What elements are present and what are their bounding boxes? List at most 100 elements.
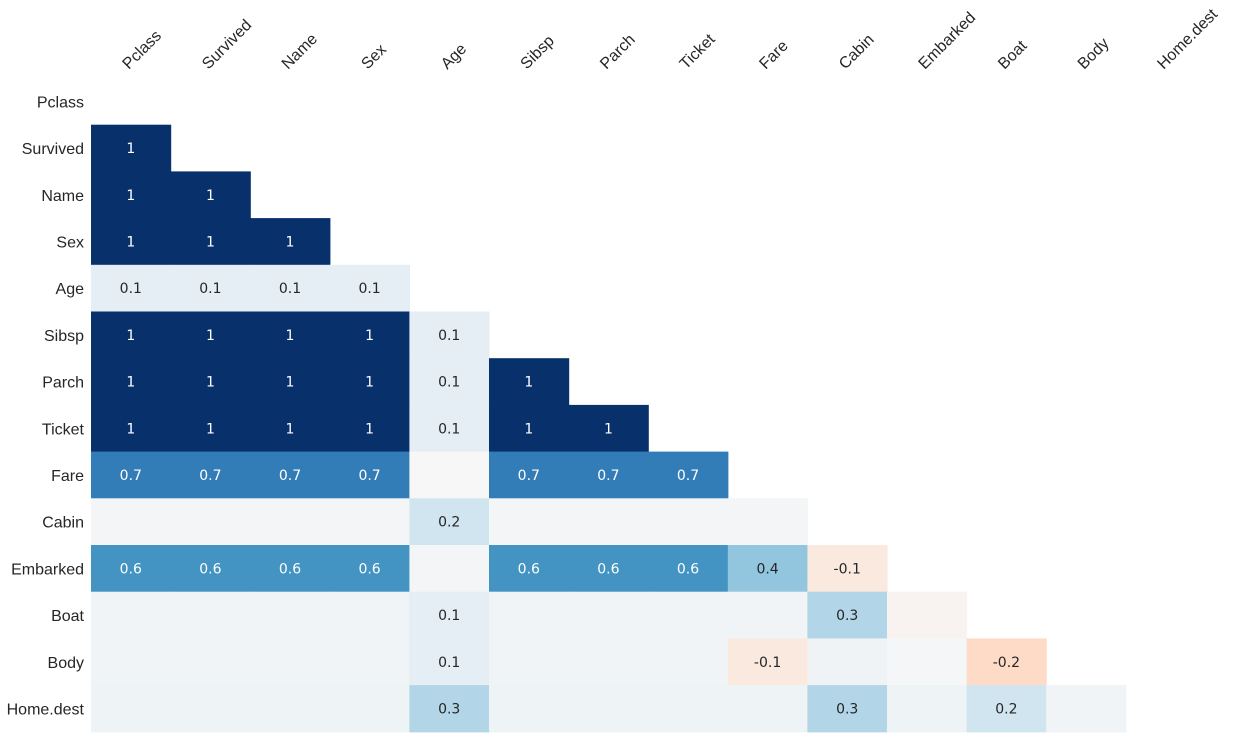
row-label: Name bbox=[41, 188, 84, 205]
column-label: Parch bbox=[597, 31, 639, 73]
heatmap-cell bbox=[489, 404, 570, 453]
heatmap-cells bbox=[91, 124, 1127, 733]
heatmap-cell bbox=[489, 451, 570, 499]
heatmap-cell bbox=[250, 311, 331, 359]
row-label: Pclass bbox=[37, 94, 84, 111]
cell-value-label: 1 bbox=[126, 234, 135, 250]
heatmap-cell bbox=[648, 545, 729, 593]
heatmap-cell bbox=[887, 685, 968, 733]
row-label: Age bbox=[56, 281, 85, 298]
heatmap-cell bbox=[91, 545, 172, 593]
column-label: Sex bbox=[358, 41, 390, 73]
heatmap-cell bbox=[568, 591, 649, 639]
heatmap-cell bbox=[409, 451, 490, 499]
column-label: Ticket bbox=[677, 31, 719, 73]
cell-value-label: 0.6 bbox=[120, 561, 142, 577]
heatmap-cell bbox=[329, 311, 410, 359]
heatmap-cell bbox=[409, 311, 490, 359]
cell-value-label: -0.1 bbox=[834, 561, 861, 577]
cell-value-label: 0.1 bbox=[438, 328, 460, 344]
heatmap-cell bbox=[250, 638, 331, 686]
heatmap-cell bbox=[170, 451, 251, 499]
column-label: Age bbox=[438, 41, 470, 73]
cell-value-label: 0.7 bbox=[199, 468, 221, 484]
heatmap-cell bbox=[250, 498, 331, 546]
heatmap-cell bbox=[329, 638, 410, 686]
row-label: Body bbox=[48, 655, 84, 672]
cell-value-label: 1 bbox=[126, 188, 135, 204]
heatmap-cell bbox=[329, 404, 410, 453]
column-label: Boat bbox=[995, 37, 1031, 73]
cell-value-label: 0.6 bbox=[518, 561, 540, 577]
column-label: Home.dest bbox=[1154, 6, 1221, 73]
heatmap-cell bbox=[170, 685, 251, 733]
heatmap-cell bbox=[489, 545, 570, 593]
cell-value-label: 1 bbox=[365, 375, 374, 391]
heatmap-cell bbox=[568, 498, 649, 546]
heatmap-cell bbox=[568, 545, 649, 593]
heatmap-cell bbox=[170, 638, 251, 686]
heatmap-cell bbox=[489, 685, 570, 733]
cell-value-label: 1 bbox=[286, 328, 295, 344]
column-label: Fare bbox=[756, 37, 791, 72]
cell-value-label: 1 bbox=[286, 421, 295, 437]
cell-value-label: 1 bbox=[126, 141, 135, 157]
heatmap-cell bbox=[91, 264, 172, 313]
column-labels: Pclass Survived Name Sex Age Sibsp Parch Ticket… bbox=[120, 6, 1222, 73]
heatmap-cell bbox=[966, 638, 1047, 686]
row-labels: Pclass Survived Name Sex Age Sibsp Parch Ticket… bbox=[7, 94, 85, 718]
heatmap-cell bbox=[250, 451, 331, 499]
heatmap-cell bbox=[489, 498, 570, 546]
cell-value-label: 0.6 bbox=[279, 561, 301, 577]
heatmap-cell bbox=[409, 685, 490, 733]
cell-value-label: 1 bbox=[365, 328, 374, 344]
heatmap-cell bbox=[727, 545, 808, 593]
heatmap-cell bbox=[91, 451, 172, 499]
cell-value-label: 0.7 bbox=[279, 468, 301, 484]
row-label: Parch bbox=[42, 375, 84, 392]
heatmap-cell bbox=[91, 171, 172, 219]
heatmap-cell bbox=[409, 545, 490, 593]
heatmap-cell bbox=[409, 591, 490, 639]
heatmap-cell bbox=[568, 404, 649, 453]
heatmap-cell bbox=[887, 591, 968, 639]
heatmap-cell bbox=[568, 451, 649, 499]
cell-value-label: 1 bbox=[126, 375, 135, 391]
cell-value-label: 0.7 bbox=[677, 468, 699, 484]
heatmap-cell bbox=[648, 498, 729, 546]
cell-value-label: 1 bbox=[206, 375, 215, 391]
cell-value-label: 0.1 bbox=[120, 281, 142, 297]
cell-value-label: 0.1 bbox=[438, 375, 460, 391]
heatmap-cell bbox=[648, 685, 729, 733]
heatmap-cell bbox=[250, 591, 331, 639]
heatmap-cell bbox=[727, 685, 808, 733]
heatmap-cell bbox=[727, 591, 808, 639]
heatmap-cell bbox=[329, 591, 410, 639]
column-label: Pclass bbox=[120, 27, 165, 72]
heatmap-cell bbox=[91, 685, 172, 733]
row-label: Sex bbox=[56, 234, 84, 251]
heatmap-cell bbox=[1046, 685, 1127, 733]
cell-value-label: 0.7 bbox=[597, 468, 619, 484]
heatmap-cell bbox=[170, 264, 251, 313]
row-label: Home.dest bbox=[7, 701, 85, 718]
heatmap-cell bbox=[250, 545, 331, 593]
heatmap-cell bbox=[250, 358, 331, 406]
cell-value-label: 1 bbox=[604, 421, 613, 437]
cell-value-label: 1 bbox=[524, 421, 533, 437]
cell-value-label: 0.6 bbox=[199, 561, 221, 577]
cell-value-label: 0.1 bbox=[438, 655, 460, 671]
heatmap-cell bbox=[170, 311, 251, 359]
cell-value-label: 0.1 bbox=[199, 281, 221, 297]
row-label: Embarked bbox=[11, 561, 84, 578]
column-label: Sibsp bbox=[518, 32, 558, 72]
heatmap-cell bbox=[250, 218, 331, 266]
heatmap-cell bbox=[329, 358, 410, 406]
cell-value-label: 0.6 bbox=[358, 561, 380, 577]
heatmap-cell bbox=[250, 404, 331, 453]
cell-value-label: 0.2 bbox=[995, 701, 1017, 717]
heatmap-cell bbox=[807, 545, 888, 593]
column-label: Name bbox=[279, 31, 321, 73]
cell-value-label: 0.3 bbox=[836, 701, 858, 717]
cell-value-label: 0.1 bbox=[358, 281, 380, 297]
